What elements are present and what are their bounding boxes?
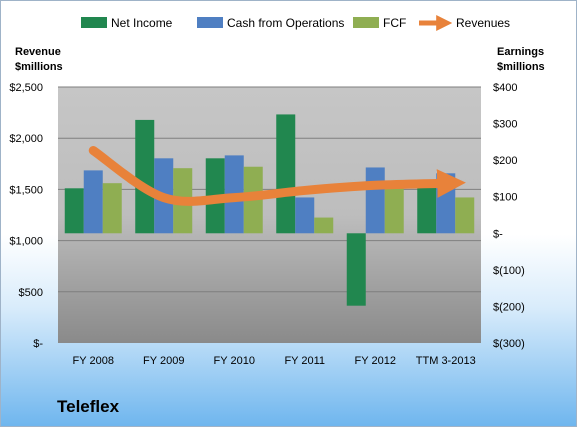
bar-fcf xyxy=(455,197,475,234)
left-axis-ticks: $- $500 $1,000 $1,500 $2,000 $2,500 xyxy=(9,82,43,350)
right-tick-label: $- xyxy=(493,228,503,240)
bar-cash-from-operations xyxy=(365,167,385,234)
x-tick-label: TTM 3-2013 xyxy=(416,355,476,367)
left-axis-title-line1: Revenue xyxy=(15,46,61,58)
x-tick-label: FY 2012 xyxy=(355,355,396,367)
bar-net-income xyxy=(135,119,155,234)
x-tick-label: FY 2010 xyxy=(214,355,255,367)
x-tick-label: FY 2009 xyxy=(143,355,184,367)
legend-net-income-swatch xyxy=(81,17,107,28)
right-axis-ticks: $(300) $(200) $(100) $- $100 $200 $300 $400 xyxy=(493,82,525,350)
bar-net-income xyxy=(346,233,366,306)
left-tick-label: $2,000 xyxy=(9,133,43,145)
right-tick-label: $300 xyxy=(493,119,517,131)
left-tick-label: $2,500 xyxy=(9,82,43,94)
bar-fcf xyxy=(102,183,122,234)
revenue-line xyxy=(88,145,466,206)
legend-revenues-label: Revenues xyxy=(456,16,510,30)
legend: Net Income Cash from Operations FCF Reve… xyxy=(81,14,510,32)
left-tick-label: $500 xyxy=(19,287,43,299)
x-tick-label: FY 2011 xyxy=(284,355,325,367)
right-tick-label: $200 xyxy=(493,155,517,167)
right-tick-label: $400 xyxy=(493,82,517,94)
revenues-line xyxy=(88,145,466,206)
bar-cash-from-operations xyxy=(83,170,103,234)
right-axis-title-line2: $millions xyxy=(497,61,545,73)
bar-net-income xyxy=(64,188,84,234)
left-axis-title-line2: $millions xyxy=(15,61,63,73)
bar-fcf xyxy=(384,185,404,234)
right-tick-label: $100 xyxy=(493,192,517,204)
right-axis-title-line1: Earnings xyxy=(497,46,544,58)
plot-area xyxy=(58,87,481,343)
left-tick-label: $1,000 xyxy=(9,236,43,248)
bar-fcf xyxy=(314,217,334,234)
legend-cfo-swatch xyxy=(197,17,223,28)
right-tick-label: $(100) xyxy=(493,265,525,277)
x-axis-ticks: FY 2008 FY 2009 FY 2010 FY 2011 FY 2012 TTM 3… xyxy=(73,355,476,367)
legend-cfo-label: Cash from Operations xyxy=(227,16,344,30)
bar-net-income xyxy=(417,186,437,234)
gridlines xyxy=(58,86,481,293)
x-tick-label: FY 2008 xyxy=(73,355,114,367)
legend-fcf-swatch xyxy=(353,17,379,28)
left-tick-label: $- xyxy=(33,338,43,350)
right-tick-label: $(200) xyxy=(493,301,525,313)
legend-net-income-label: Net Income xyxy=(111,16,173,30)
legend-fcf-label: FCF xyxy=(383,16,406,30)
right-tick-label: $(300) xyxy=(493,338,525,350)
bar-cash-from-operations xyxy=(295,197,315,234)
left-tick-label: $1,500 xyxy=(9,184,43,196)
bar-net-income xyxy=(276,114,296,234)
company-name: Teleflex xyxy=(57,397,120,416)
